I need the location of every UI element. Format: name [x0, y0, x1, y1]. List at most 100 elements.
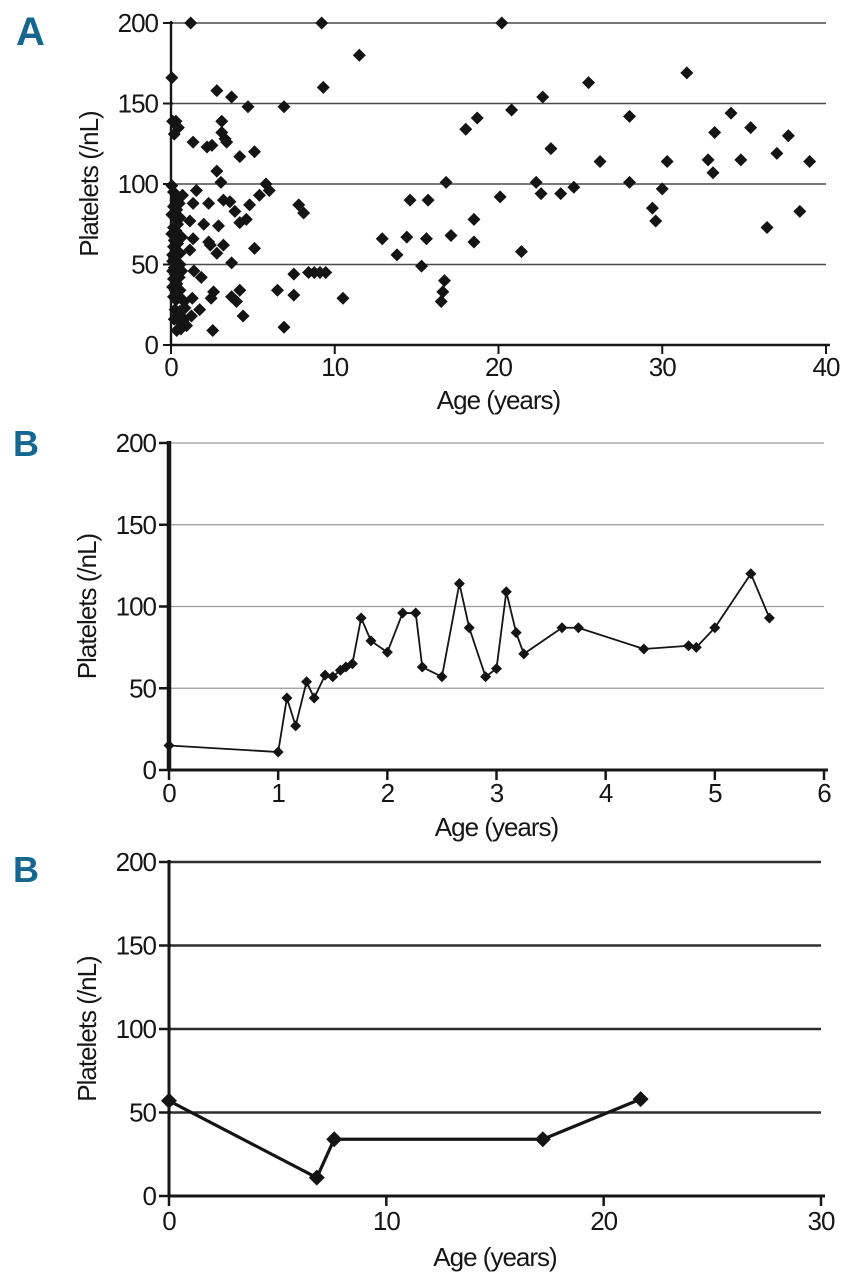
data-point-marker: [660, 154, 674, 168]
data-point-marker: [593, 154, 607, 168]
y-tick-label: 0: [143, 755, 157, 785]
data-point-marker: [316, 80, 330, 94]
data-point-marker: [248, 145, 262, 159]
data-point-marker: [165, 71, 179, 85]
y-tick-label: 0: [143, 1181, 157, 1211]
x-tick-label: 0: [162, 1206, 176, 1236]
data-point-marker: [655, 182, 669, 196]
data-point-marker: [252, 188, 266, 202]
data-point-marker: [241, 100, 255, 114]
data-point-marker: [534, 187, 548, 201]
x-axis-title: Age (years): [435, 812, 559, 842]
y-tick-label: 100: [116, 592, 157, 622]
data-point-marker: [216, 238, 230, 252]
data-point-marker: [308, 692, 320, 704]
x-axis-title: Age (years): [433, 1242, 557, 1272]
panel-c: B 0 50 100 150 200 0 10 20 30 Age (years) Platelet…: [0, 840, 848, 1280]
x-tick-label: 20: [485, 352, 512, 382]
data-point-marker: [495, 16, 509, 30]
data-point-marker: [355, 612, 367, 624]
data-point-marker: [375, 232, 389, 246]
chart-svg: 0 50 100 150 200 0 10 20 30 40 Age (years) Platelet…: [74, 8, 841, 415]
data-point-marker: [544, 142, 558, 156]
x-tick-label: 1: [271, 778, 285, 808]
data-point-marker: [187, 264, 201, 278]
data-point-marker: [436, 671, 448, 683]
data-point-marker: [709, 622, 721, 634]
data-point-marker: [623, 175, 636, 189]
data-point-marker: [554, 187, 568, 201]
data-point-marker: [186, 135, 200, 149]
x-tick-label: 2: [381, 778, 395, 808]
data-point-marker: [248, 241, 262, 255]
data-point-marker: [161, 1092, 177, 1109]
data-point-marker: [623, 109, 636, 123]
data-point-marker: [204, 291, 218, 305]
x-tick-label: 5: [708, 778, 722, 808]
data-point-marker: [220, 135, 234, 149]
chart-svg: 0 50 100 150 200 0 1 2 3 4 5 6 Age (years) Platelets …: [72, 428, 832, 842]
data-point-marker: [463, 622, 475, 634]
y-tick-label: 200: [116, 428, 157, 458]
data-point-marker: [210, 246, 224, 260]
data-point-marker: [770, 146, 784, 160]
data-point-marker: [567, 180, 581, 194]
data-point-marker: [180, 319, 194, 333]
data-series-line: [168, 571, 771, 753]
y-tick-label: 50: [131, 250, 158, 280]
panel-c-label: B: [13, 849, 39, 890]
data-point-marker: [397, 607, 409, 619]
data-point-marker: [215, 125, 229, 139]
data-point-marker: [493, 190, 507, 204]
data-point-marker: [491, 663, 502, 675]
data-point-marker: [197, 217, 211, 231]
data-point-marker: [290, 720, 302, 732]
data-point-marker: [556, 622, 568, 634]
panel-a-chart: 0 50 100 150 200 0 10 20 30 40 Age (years) Platelet…: [0, 0, 848, 420]
data-point-marker: [436, 285, 450, 299]
data-point-marker: [534, 1131, 551, 1148]
data-point-marker: [410, 607, 422, 619]
x-tick-label: 0: [162, 778, 176, 808]
data-point-marker: [459, 122, 473, 136]
data-point-marker: [243, 198, 257, 212]
data-point-marker: [444, 229, 458, 243]
x-tick-label: 20: [590, 1206, 617, 1236]
panel-a: A 0 50 100 150 200 0 10 20 30 40 Age (years) Platel…: [0, 0, 848, 420]
data-point-marker: [230, 295, 243, 309]
data-point-marker: [453, 578, 465, 590]
data-point-marker: [281, 692, 293, 704]
panel-b-label: B: [13, 423, 39, 464]
data-point-marker: [690, 641, 702, 653]
data-point-marker: [708, 125, 722, 139]
data-point-marker: [514, 245, 528, 259]
y-tick-label: 100: [118, 169, 159, 199]
data-point-marker: [505, 103, 519, 117]
data-point-marker: [744, 121, 758, 135]
data-point-marker: [326, 1131, 343, 1148]
data-point-marker: [346, 658, 358, 670]
data-point-marker: [763, 612, 775, 624]
data-point-marker: [184, 309, 198, 323]
data-point-marker: [262, 183, 276, 197]
data-point-marker: [202, 196, 216, 210]
data-point-marker: [467, 235, 481, 249]
data-point-marker: [185, 291, 199, 305]
data-point-marker: [745, 568, 757, 580]
data-point-marker: [638, 643, 650, 655]
data-point-marker: [419, 232, 433, 246]
data-point-marker: [233, 150, 247, 164]
data-point-marker: [194, 270, 208, 284]
data-point-marker: [169, 243, 183, 257]
data-point-marker: [421, 193, 435, 207]
x-tick-label: 3: [490, 778, 504, 808]
data-point-marker: [163, 739, 175, 751]
data-point-marker: [277, 100, 291, 114]
y-axis-title: Platelets (/nL): [72, 533, 102, 679]
data-point-marker: [781, 129, 795, 143]
y-tick-label: 200: [118, 8, 159, 38]
data-point-marker: [365, 635, 377, 647]
data-point-marker: [467, 212, 481, 226]
x-tick-label: 6: [817, 778, 831, 808]
